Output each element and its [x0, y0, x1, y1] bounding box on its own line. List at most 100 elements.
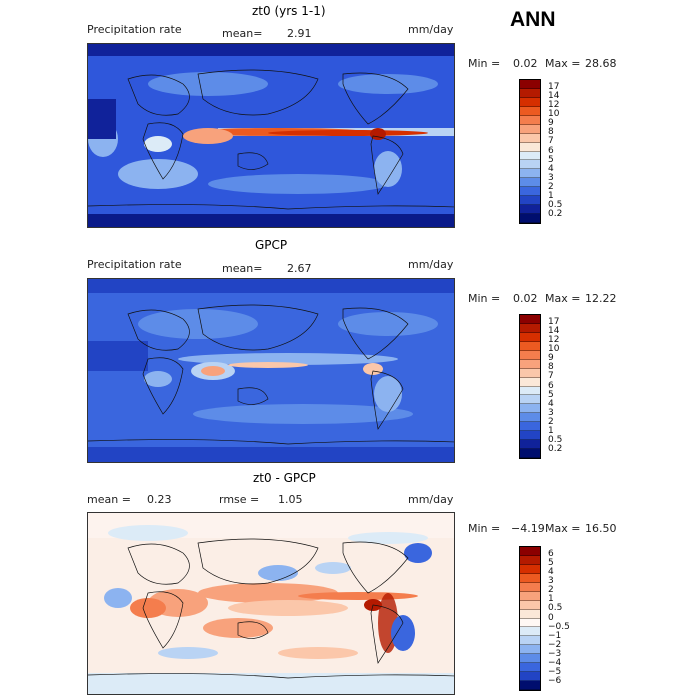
colorbar-level-label: 7	[548, 371, 554, 382]
colorbar-band	[520, 350, 540, 360]
colorbar-level-label: 2	[548, 416, 554, 427]
panel2-field-label: Precipitation rate	[87, 258, 182, 271]
colorbar-band	[520, 359, 540, 369]
panel3-units: mm/day	[408, 493, 454, 506]
colorbar-band	[520, 681, 540, 690]
colorbar-level-label: 14	[548, 326, 560, 337]
colorbar-level-label: 9	[548, 118, 554, 129]
panel3-min-label: Min =	[468, 522, 501, 535]
colorbar-level-label: −0.5	[548, 621, 570, 632]
colorbar-band	[520, 582, 540, 592]
panel3-map	[87, 512, 455, 695]
colorbar-level-label: 12	[548, 335, 560, 346]
colorbar-band	[520, 88, 540, 98]
colorbar-band	[520, 618, 540, 628]
panel3-max-value: 16.50	[585, 522, 617, 535]
colorbar-band	[520, 555, 540, 565]
colorbar-level-label: 5	[548, 558, 554, 569]
panel2-mean-label: mean=	[222, 262, 263, 275]
colorbar-level-label: 10	[548, 344, 560, 355]
colorbar-level-label: 17	[548, 82, 560, 93]
colorbar-level-label: 3	[548, 172, 554, 183]
colorbar-level-label: 2	[548, 181, 554, 192]
colorbar-level-label: 6	[548, 380, 554, 391]
colorbar-band	[520, 672, 540, 682]
colorbar-band	[520, 80, 540, 89]
colorbar-level-label: −3	[548, 648, 562, 659]
colorbar-level-label: 0.5	[548, 434, 563, 445]
panel2-colorbar	[519, 314, 541, 459]
colorbar-band	[520, 386, 540, 396]
colorbar-level-label: 8	[548, 362, 554, 373]
colorbar-level-label: 14	[548, 91, 560, 102]
colorbar-band	[520, 187, 540, 197]
panel2-min-value: 0.02	[513, 292, 538, 305]
colorbar-level-label: 0.2	[548, 443, 563, 454]
colorbar-band	[520, 142, 540, 152]
colorbar-band	[520, 609, 540, 619]
colorbar-band	[520, 627, 540, 637]
colorbar-level-label: 7	[548, 136, 554, 147]
panel1-map	[87, 43, 455, 228]
panel1-units: mm/day	[408, 23, 454, 36]
colorbar-band	[520, 214, 540, 223]
colorbar-band	[520, 600, 540, 610]
colorbar-level-label: 10	[548, 109, 560, 120]
colorbar-level-label: 0.5	[548, 199, 563, 210]
colorbar-level-label: 1	[548, 425, 554, 436]
panel1-min-label: Min =	[468, 57, 501, 70]
colorbar-band	[520, 377, 540, 387]
season-label: ANN	[510, 8, 556, 31]
colorbar-band	[520, 178, 540, 188]
colorbar-band	[520, 547, 540, 556]
colorbar-level-label: −1	[548, 630, 562, 641]
colorbar-level-label: 17	[548, 317, 560, 328]
colorbar-level-label: 5	[548, 389, 554, 400]
colorbar-level-label: 8	[548, 127, 554, 138]
colorbar-band	[520, 160, 540, 170]
colorbar-band	[520, 663, 540, 673]
colorbar-band	[520, 440, 540, 450]
panel2-map	[87, 278, 455, 463]
colorbar-band	[520, 413, 540, 423]
colorbar-level-label: 4	[548, 567, 554, 578]
colorbar-level-label: 0.2	[548, 208, 563, 219]
colorbar-band	[520, 395, 540, 405]
panel1-max-label: Max =	[545, 57, 581, 70]
colorbar-level-label: −4	[548, 657, 562, 668]
panel3-max-label: Max =	[545, 522, 581, 535]
panel3-mean-label: mean =	[87, 493, 131, 506]
colorbar-band	[520, 449, 540, 458]
colorbar-band	[520, 368, 540, 378]
panel1-field-label: Precipitation rate	[87, 23, 182, 36]
colorbar-level-label: 5	[548, 154, 554, 165]
colorbar-band	[520, 323, 540, 333]
panel1-title: zt0 (yrs 1-1)	[252, 4, 326, 18]
panel2-units: mm/day	[408, 258, 454, 271]
colorbar-band	[520, 205, 540, 215]
panel2-mean-value: 2.67	[287, 262, 312, 275]
panel3-title: zt0 - GPCP	[253, 471, 316, 485]
panel1-min-value: 0.02	[513, 57, 538, 70]
colorbar-band	[520, 106, 540, 116]
panel1-mean-label: mean=	[222, 27, 263, 40]
colorbar-band	[520, 654, 540, 664]
colorbar-level-label: 6	[548, 145, 554, 156]
colorbar-band	[520, 133, 540, 143]
panel3-mean-value: 0.23	[147, 493, 172, 506]
colorbar-level-label: 0.5	[548, 603, 563, 614]
colorbar-band	[520, 169, 540, 179]
colorbar-band	[520, 196, 540, 206]
colorbar-level-label: 0	[548, 612, 554, 623]
colorbar-band	[520, 573, 540, 583]
colorbar-level-label: 9	[548, 353, 554, 364]
colorbar-level-label: −6	[548, 675, 562, 686]
panel3-min-value: −4.19	[511, 522, 545, 535]
colorbar-band	[520, 564, 540, 574]
colorbar-level-label: −2	[548, 639, 562, 650]
colorbar-band	[520, 422, 540, 432]
colorbar-band	[520, 591, 540, 601]
panel1-mean-value: 2.91	[287, 27, 312, 40]
colorbar-level-label: 12	[548, 100, 560, 111]
panel1-max-value: 28.68	[585, 57, 617, 70]
